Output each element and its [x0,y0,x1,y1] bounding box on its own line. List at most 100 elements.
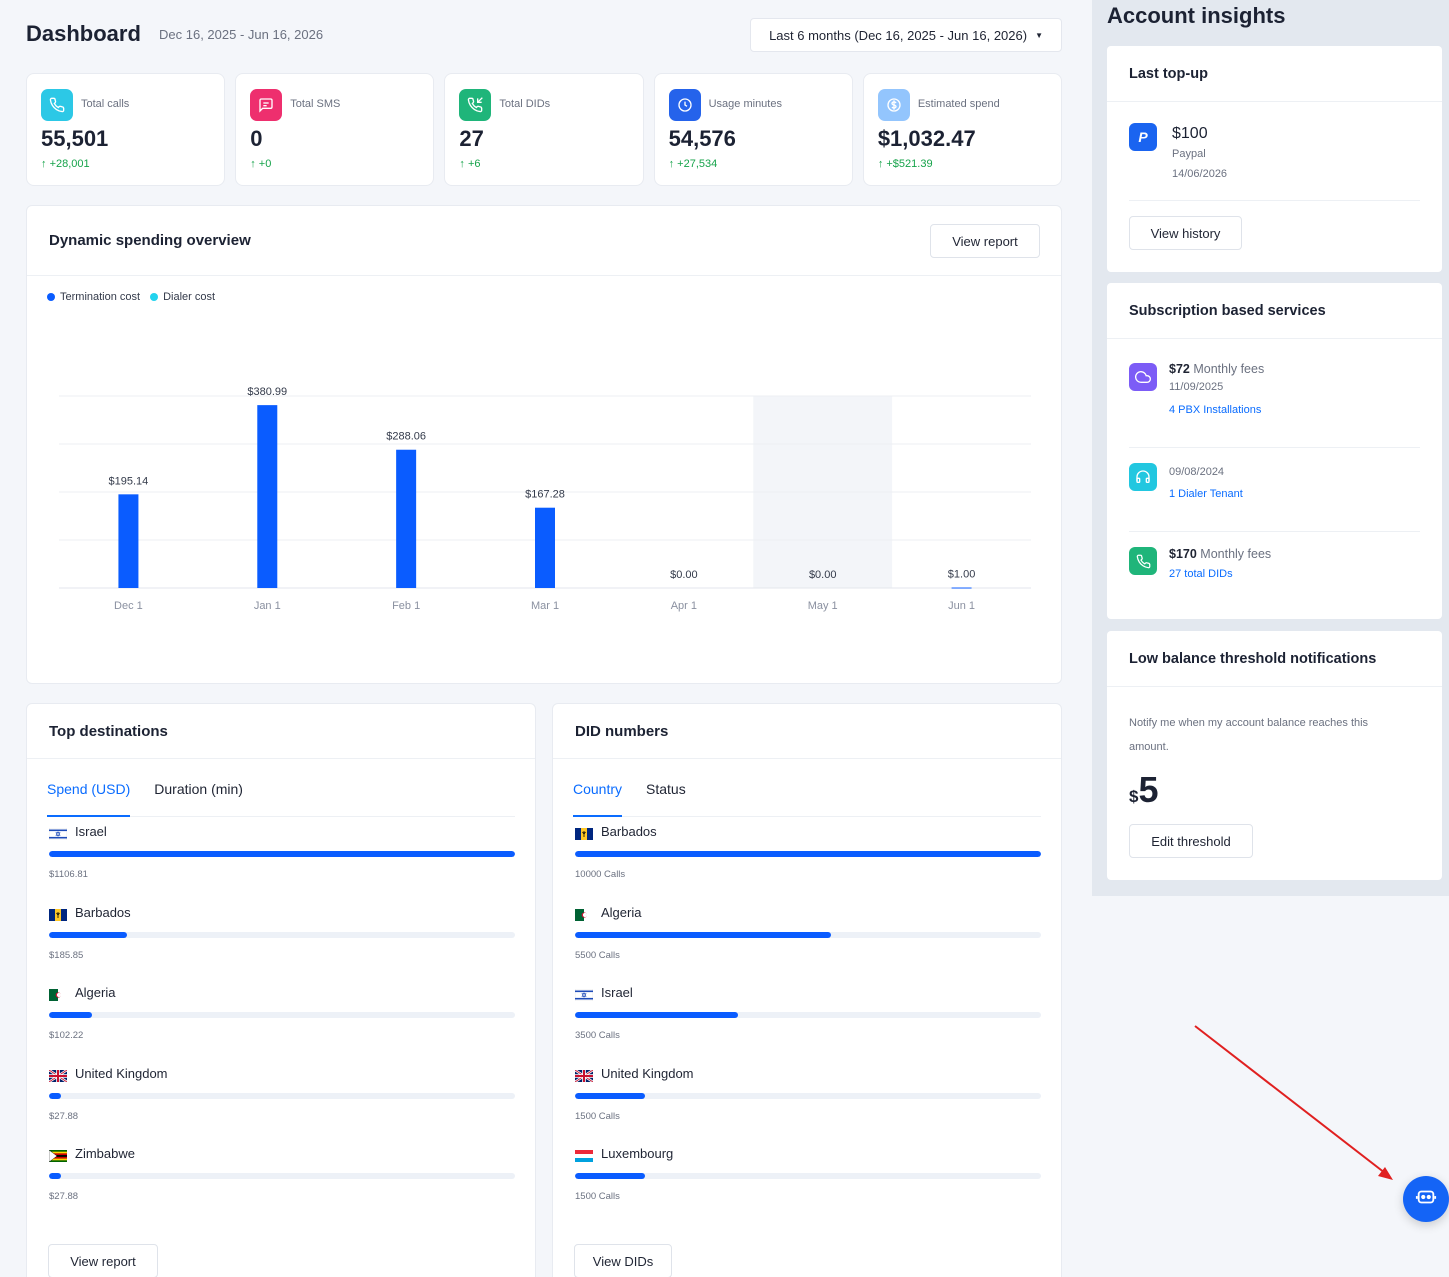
stat-card-usage-minutes: Usage minutes 54,576 ↑ +27,534 [653,73,853,186]
stat-label: Total calls [81,98,130,110]
topup-date: 14/06/2026 [1172,168,1228,180]
x-tick-label: May 1 [808,600,838,612]
progress-track [575,1012,1041,1018]
legend-item-dialer[interactable]: Dialer cost [150,291,215,303]
chat-bot-button[interactable] [1403,1176,1449,1222]
subscription-date: 11/09/2025 [1169,381,1224,393]
tab-country[interactable]: Country [573,775,623,817]
did-numbers-title: DID numbers [575,723,669,740]
list-item-name: United Kingdom [75,1065,168,1081]
list-item-name: Israel [75,824,107,839]
tab-duration[interactable]: Duration (min) [154,781,243,797]
arrow-up-icon: ↑ [877,158,887,170]
progress-track [575,1173,1041,1179]
israel-flag-icon [48,827,68,841]
list-item-value: 1500 Calls [575,1110,620,1122]
list-item-value: 10000 Calls [575,869,626,880]
arrow-up-icon: ↑ [668,158,678,170]
clock-icon [668,89,701,121]
did-tabs: Country Status [573,775,1041,817]
list-item: Barbados 10000 Calls [575,824,1041,905]
arrow-up-icon: ↑ [459,158,468,170]
stat-delta: ↑ +28,001 [41,158,90,170]
list-item-name: Luxembourg [601,1146,674,1161]
x-tick-label: Apr 1 [671,600,697,612]
data-label: $0.00 [809,569,837,581]
paypal-icon: P [1129,123,1157,151]
view-report-button[interactable]: View report [930,224,1040,258]
card-header: Dynamic spending overview View report [27,206,1061,276]
total-dids-link[interactable]: 27 total DIDs [1169,568,1233,580]
legend-label: Dialer cost [163,291,216,303]
progress-fill [49,851,515,857]
date-range-select[interactable]: Last 6 months (Dec 16, 2025 - Jun 16, 20… [750,18,1062,52]
x-tick-label: Dec 1 [114,600,143,612]
spending-overview-card: Dynamic spending overview View report Te… [26,205,1062,684]
edit-threshold-button[interactable]: Edit threshold [1129,824,1253,858]
stat-delta: ↑ +27,534 [668,158,718,170]
progress-fill [49,1012,92,1018]
data-label: $0.00 [670,569,698,581]
list-item-name: Algeria [75,985,116,1000]
stat-value: 54,576 [668,126,736,151]
progress-fill [575,1092,645,1099]
stat-delta: ↑ +$521.39 [877,158,933,170]
topup-amount: $100 [1172,125,1208,142]
progress-track [49,931,515,938]
subscription-fee: $170 Monthly fees [1169,547,1272,561]
did-numbers-card: DID numbers Country Status Barbados 10000… [552,703,1062,1277]
subscription-date: 09/08/2024 [1169,466,1225,478]
dollar-icon [877,89,910,121]
date-range-select-label: Last 6 months (Dec 16, 2025 - Jun 16, 20… [769,27,1028,43]
legend-item-termination[interactable]: Termination cost [47,291,140,303]
tab-spend[interactable]: Spend (USD) [47,775,131,817]
pbx-installations-link[interactable]: 4 PBX Installations [1169,404,1262,416]
list-item-value: $1106.81 [49,869,88,880]
tab-status[interactable]: Status [646,781,686,797]
barbados-flag-icon [575,827,593,840]
progress-fill [575,1012,739,1018]
divider [1129,200,1420,201]
destinations-tabs: Spend (USD) Duration (min) [47,775,515,817]
bar-feb-1 [396,449,417,588]
subscriptions-card: Subscription based services $72 Monthly … [1107,283,1442,619]
legend-label: Termination cost [60,291,141,303]
barbados-flag-icon [49,908,67,921]
list-item-name: Barbados [75,904,131,920]
bar-dec-1 [118,494,139,588]
x-tick-label: Feb 1 [392,600,420,612]
caret-down-icon: ▼ [1035,30,1043,40]
list-item: Luxembourg 1500 Calls [575,1146,1041,1227]
dialer-tenant-link[interactable]: 1 Dialer Tenant [1169,488,1243,500]
stat-label: Estimated spend [917,98,1000,110]
bar-jun-1 [951,587,972,589]
phone-icon [41,89,73,121]
last-topup-card: Last top-up P $100 Paypal 14/06/2026 Vie… [1107,46,1442,272]
stat-value: 0 [250,126,263,151]
x-tick-label: Jan 1 [254,600,281,612]
arrow-up-icon: ↑ [41,158,50,170]
page-title: Dashboard [26,21,141,46]
stat-label: Total DIDs [499,98,551,110]
view-report-button[interactable]: View report [48,1244,158,1277]
progress-track [49,1173,515,1179]
x-tick-label: Jun 1 [948,600,975,612]
stat-value: 27 [459,126,484,151]
list-item-name: United Kingdom [601,1065,694,1081]
view-dids-button[interactable]: View DIDs [574,1244,672,1277]
threshold-amount: $5 [1129,769,1159,810]
bar-mar-1 [535,507,555,588]
list-item: United Kingdom 1500 Calls [574,1065,1041,1147]
bar-jan-1 [257,405,278,588]
stat-label: Total SMS [290,98,341,110]
subscription-fee: $72 Monthly fees [1169,362,1265,376]
view-history-button[interactable]: View history [1129,216,1242,250]
list-item: United Kingdom $27.88 [48,1065,515,1147]
message-icon [250,89,283,121]
legend-dot [150,293,159,301]
progress-track [575,1092,1041,1099]
top-destinations-card: Top destinations Spend (USD) Duration (m… [26,703,536,1277]
list-item-value: 3500 Calls [575,1030,620,1041]
list-item-value: $27.88 [49,1110,79,1122]
last-topup-title: Last top-up [1129,66,1208,82]
